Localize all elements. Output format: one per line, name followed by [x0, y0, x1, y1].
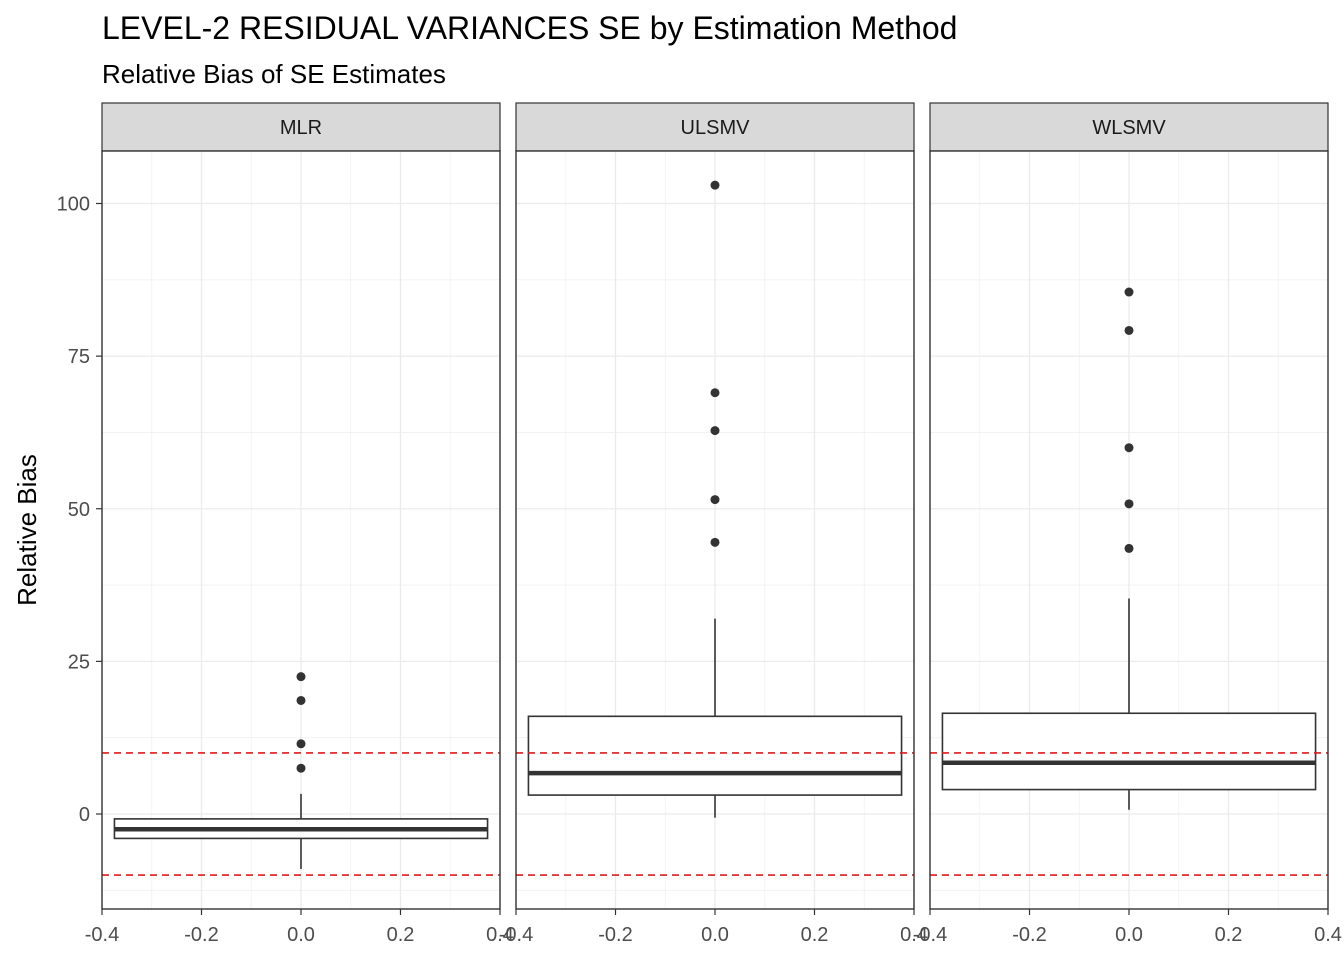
- outlier-point: [710, 180, 720, 190]
- interquartile-box: [527, 715, 903, 796]
- y-axis-title: Relative Bias: [12, 454, 42, 606]
- facet-panel-mlr: MLR -0.4 -0.2 0.0 0.2 0.4: [85, 102, 514, 946]
- x-tick-label: 0.0: [287, 924, 315, 946]
- panel-grid: [515, 151, 915, 909]
- x-tick-label: 0.2: [801, 924, 829, 946]
- box-ulsmv: [527, 180, 903, 818]
- outlier-point: [296, 763, 306, 773]
- interquartile-box: [941, 712, 1317, 791]
- y-tick-label: 100: [57, 194, 90, 216]
- facet-strip-label: ULSMV: [681, 117, 751, 139]
- box-wlsmv: [941, 287, 1317, 810]
- facet-strip-label: WLSMV: [1092, 117, 1166, 139]
- facet-panels: MLR -0.4 -0.2 0.0 0.2 0.4 ULSMV -0.4 -0.2 0.0 0.2 0…: [85, 102, 1342, 946]
- x-tick-label: 0.2: [387, 924, 415, 946]
- outlier-point: [296, 695, 306, 705]
- outlier-point: [1124, 325, 1134, 335]
- x-tick-label: 0.0: [701, 924, 729, 946]
- y-tick-label: 50: [68, 499, 90, 521]
- x-tick-label: -0.4: [913, 924, 947, 946]
- chart-subtitle: Relative Bias of SE Estimates: [102, 59, 446, 89]
- x-tick-label: -0.4: [85, 924, 119, 946]
- x-tick-label: -0.2: [598, 924, 632, 946]
- x-tick-label: 0.0: [1115, 924, 1143, 946]
- facet-strip: [515, 102, 915, 152]
- facet-strip: [929, 102, 1329, 152]
- outlier-point: [710, 495, 720, 505]
- facet-panel-ulsmv: ULSMV -0.4 -0.2 0.0 0.2 0.4: [499, 102, 928, 946]
- outlier-point: [1124, 443, 1134, 453]
- y-tick-label: 25: [68, 651, 90, 673]
- x-tick-label: -0.4: [499, 924, 533, 946]
- x-tick-label: -0.2: [1012, 924, 1046, 946]
- facet-panel-wlsmv: WLSMV -0.4 -0.2 0.0 0.2 0.4: [913, 102, 1342, 946]
- x-tick-label: 0.4: [900, 924, 928, 946]
- outlier-point: [710, 537, 720, 547]
- box-mlr: [113, 672, 489, 869]
- chart-title: LEVEL-2 RESIDUAL VARIANCES SE by Estimat…: [102, 10, 958, 46]
- outlier-point: [710, 426, 720, 436]
- x-tick-label: -0.2: [184, 924, 218, 946]
- outlier-point: [1124, 287, 1134, 297]
- outlier-point: [1124, 499, 1134, 509]
- outlier-point: [296, 672, 306, 682]
- outlier-point: [1124, 543, 1134, 553]
- outlier-point: [710, 388, 720, 398]
- facet-strip-label: MLR: [280, 117, 322, 139]
- y-tick-label: 75: [68, 346, 90, 368]
- x-tick-label: 0.4: [1314, 924, 1342, 946]
- x-tick-label: 0.2: [1215, 924, 1243, 946]
- outlier-point: [296, 739, 306, 749]
- y-tick-label: 0: [79, 804, 90, 826]
- y-axis: 0 25 50 75 100: [57, 194, 102, 826]
- x-tick-label: 0.4: [486, 924, 514, 946]
